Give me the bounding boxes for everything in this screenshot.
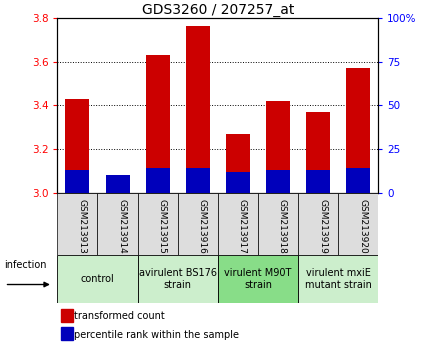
Text: percentile rank within the sample: percentile rank within the sample <box>74 330 239 339</box>
Text: infection: infection <box>5 261 47 270</box>
Text: GSM213919: GSM213919 <box>318 199 327 254</box>
Bar <box>61 327 73 340</box>
Bar <box>218 255 298 303</box>
Bar <box>258 193 298 255</box>
Text: avirulent BS176
strain: avirulent BS176 strain <box>139 268 217 290</box>
Text: transformed count: transformed count <box>74 311 165 321</box>
Text: GSM213916: GSM213916 <box>198 199 207 254</box>
Bar <box>178 193 218 255</box>
Text: GSM213917: GSM213917 <box>238 199 247 254</box>
Text: GSM213920: GSM213920 <box>358 199 367 254</box>
Bar <box>146 55 170 193</box>
Bar <box>306 112 330 193</box>
Bar <box>146 169 170 193</box>
Bar <box>338 193 378 255</box>
Bar <box>226 172 250 193</box>
Text: virulent M90T
strain: virulent M90T strain <box>224 268 292 290</box>
Bar <box>65 170 89 193</box>
Bar <box>186 27 210 193</box>
Bar <box>298 255 378 303</box>
Text: control: control <box>81 274 114 284</box>
Bar <box>138 193 178 255</box>
Bar <box>266 170 290 193</box>
Bar <box>57 255 138 303</box>
Bar <box>105 176 130 193</box>
Bar <box>65 99 89 193</box>
Bar <box>346 68 370 193</box>
Bar <box>306 170 330 193</box>
Bar <box>346 169 370 193</box>
Bar <box>266 101 290 193</box>
Text: virulent mxiE
mutant strain: virulent mxiE mutant strain <box>305 268 371 290</box>
Bar <box>57 193 97 255</box>
Bar <box>218 193 258 255</box>
Text: GSM213915: GSM213915 <box>158 199 167 254</box>
Text: GSM213913: GSM213913 <box>77 199 86 254</box>
Bar <box>61 308 73 321</box>
Bar <box>97 193 138 255</box>
Title: GDS3260 / 207257_at: GDS3260 / 207257_at <box>142 3 294 17</box>
Bar <box>138 255 218 303</box>
Bar <box>105 178 130 193</box>
Bar <box>186 169 210 193</box>
Text: GSM213914: GSM213914 <box>118 199 127 254</box>
Bar <box>226 134 250 193</box>
Text: GSM213918: GSM213918 <box>278 199 287 254</box>
Bar <box>298 193 338 255</box>
